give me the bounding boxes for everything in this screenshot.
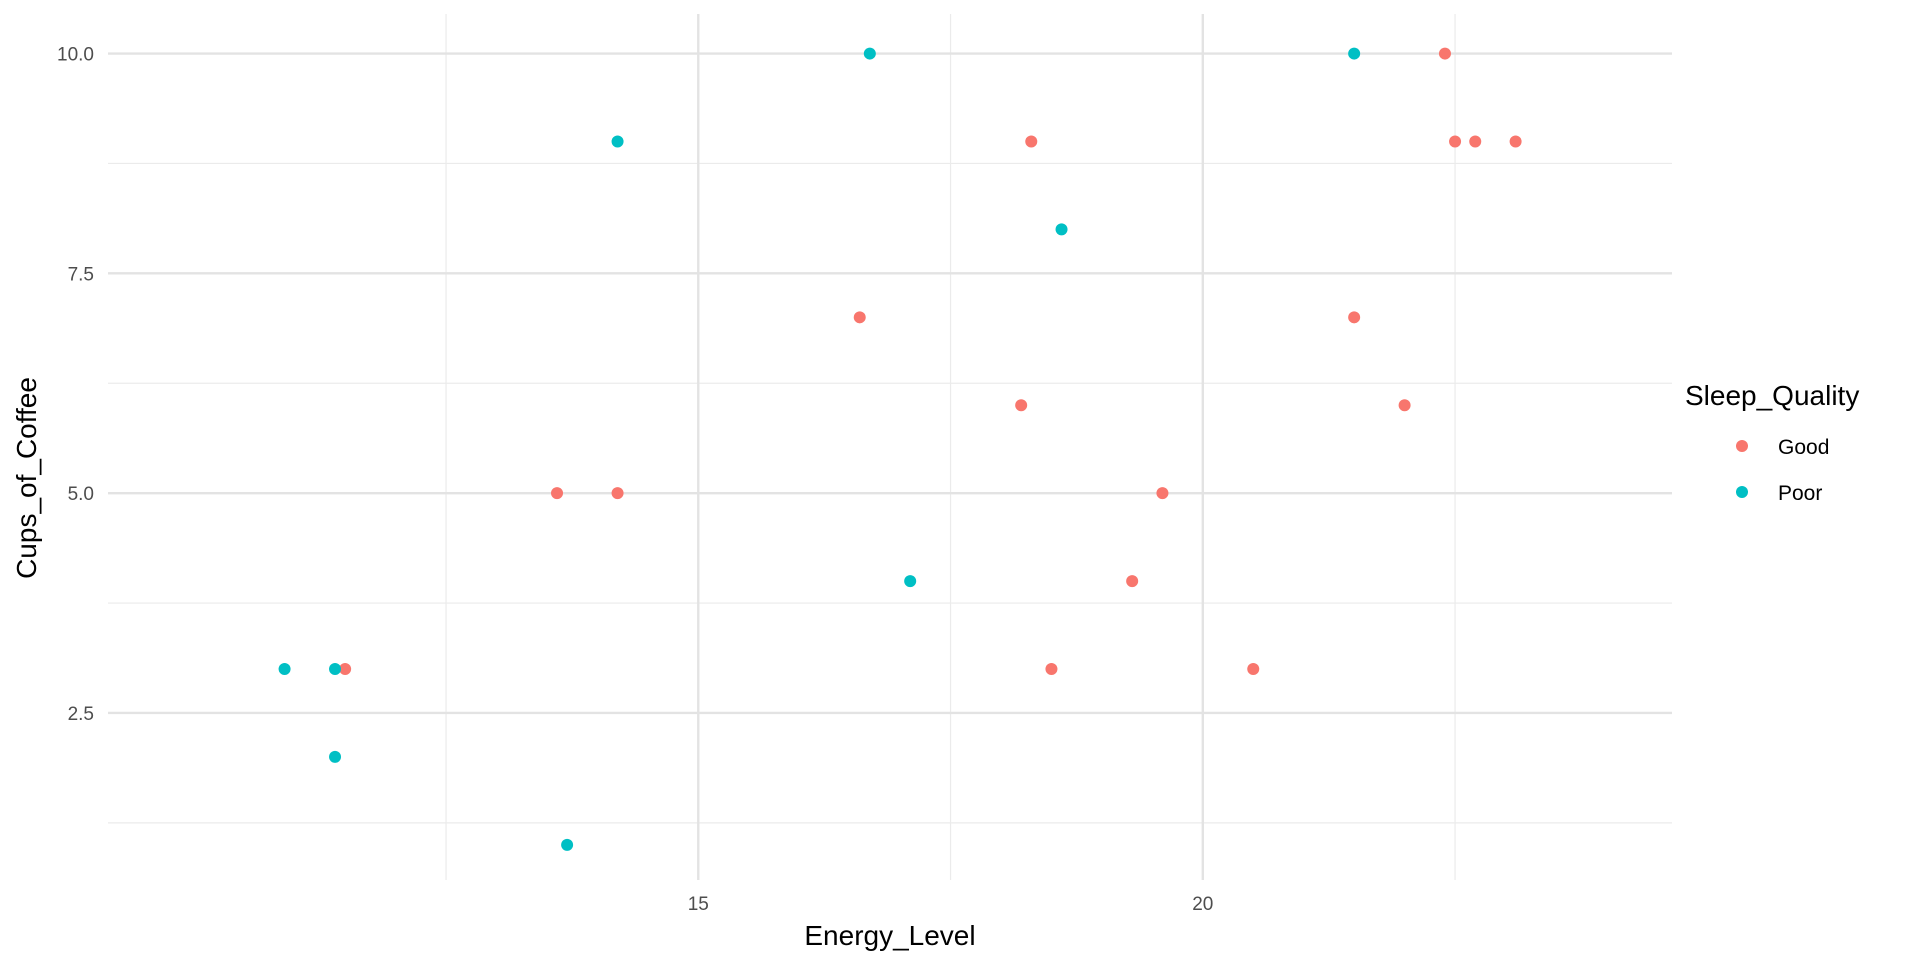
data-point-poor — [1348, 47, 1361, 60]
minor-gridlines — [108, 14, 1672, 880]
legend-label-good: Good — [1778, 436, 1829, 459]
data-point-good — [1025, 135, 1038, 148]
data-point-good — [1015, 399, 1028, 412]
data-point-poor — [863, 47, 876, 60]
legend: Sleep_Quality Good Poor — [1685, 380, 1859, 505]
y-tick-label: 2.5 — [68, 704, 94, 725]
data-point-good — [1449, 135, 1462, 148]
data-point-good — [1126, 575, 1139, 588]
data-point-poor — [611, 135, 624, 148]
y-tick-label: 10.0 — [57, 45, 94, 66]
major-gridlines — [108, 14, 1672, 880]
legend-title: Sleep_Quality — [1685, 380, 1859, 411]
data-point-good — [551, 487, 564, 500]
x-tick-label: 15 — [688, 894, 709, 915]
data-point-good — [1247, 662, 1260, 675]
data-point-poor — [1055, 223, 1068, 236]
data-point-good — [1045, 662, 1058, 675]
data-point-poor — [561, 838, 574, 851]
data-point-good — [611, 487, 624, 500]
data-point-good — [1469, 135, 1482, 148]
x-axis-tick-labels: 15 20 — [688, 894, 1214, 915]
data-point-poor — [904, 575, 917, 588]
y-tick-label: 7.5 — [68, 264, 94, 285]
data-point-poor — [329, 662, 342, 675]
data-point-good — [339, 662, 352, 675]
data-point-poor — [278, 662, 291, 675]
data-point-good — [1509, 135, 1522, 148]
legend-key-good — [1736, 440, 1748, 452]
y-axis-tick-labels: 2.5 5.0 7.5 10.0 — [57, 45, 94, 725]
data-point-good — [1348, 311, 1361, 324]
data-point-good — [1398, 399, 1411, 412]
y-tick-label: 5.0 — [68, 484, 94, 505]
y-axis-title: Cups_of_Coffee — [11, 377, 42, 579]
x-tick-label: 20 — [1192, 894, 1213, 915]
data-point-good — [1156, 487, 1169, 500]
data-point-poor — [329, 750, 342, 763]
data-point-good — [1438, 47, 1451, 60]
data-point-good — [853, 311, 866, 324]
legend-label-poor: Poor — [1778, 482, 1822, 505]
data-points — [278, 47, 1522, 851]
x-axis-title: Energy_Level — [804, 920, 975, 951]
legend-key-poor — [1736, 486, 1748, 498]
